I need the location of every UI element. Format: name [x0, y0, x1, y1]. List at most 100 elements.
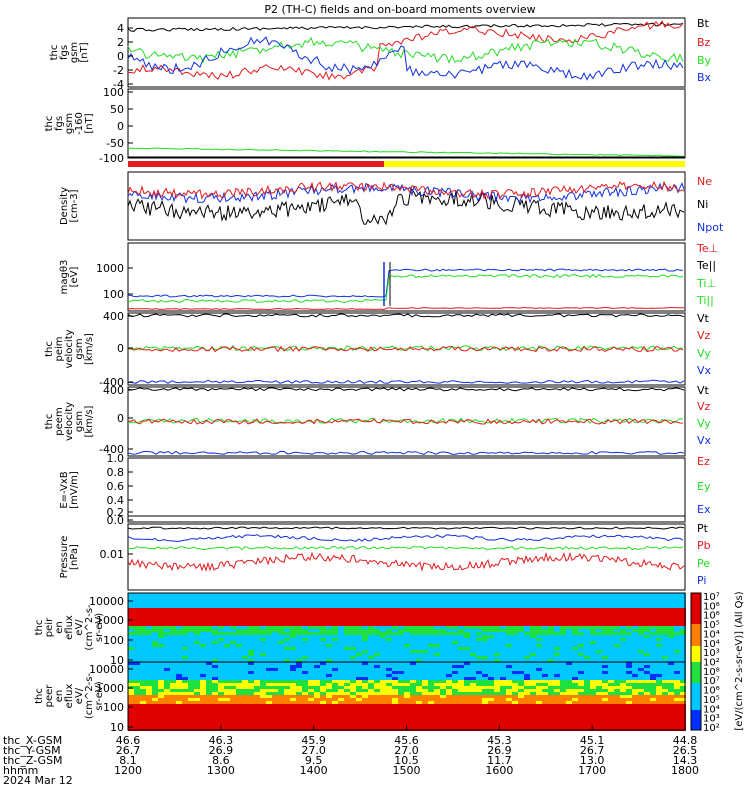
y-tick-label: 10: [110, 721, 124, 734]
colorbar-tick: 10⁷: [703, 676, 720, 687]
y-axis-label: sr-eV): [94, 613, 105, 642]
vz-line-0: [127, 345, 684, 353]
panel-frame-4: [127, 242, 686, 312]
x-row-label: thc_Y-GSM: [3, 744, 61, 757]
time-label: 1500: [393, 764, 421, 777]
y-axis-label: sr-eV): [94, 681, 105, 710]
series-label: By: [697, 54, 712, 67]
bt-line: [127, 22, 684, 32]
y-axis-label: -160: [74, 112, 85, 135]
y-axis-label: velocity: [64, 329, 75, 368]
y-axis-label: eflux: [64, 615, 75, 640]
y-tick-label: 1.0: [107, 452, 125, 465]
te-perp-line: [127, 268, 684, 298]
z-gsm-label: 9.5: [305, 754, 323, 767]
y-tick-label: 0.01: [100, 548, 125, 561]
time-label: 1200: [114, 764, 142, 777]
colorbar-tick: 10⁸: [703, 667, 720, 678]
series-label: Vy: [697, 417, 711, 430]
y-gsm-label: 26.5: [673, 744, 698, 757]
series-label: Bx: [697, 71, 712, 84]
y-tick-label: 0.2: [107, 506, 125, 519]
y-axis-label: [nPa]: [69, 544, 80, 570]
y-tick-label: 0.0: [107, 514, 125, 527]
colorbar-tick: 10³: [703, 714, 720, 725]
y-tick-label: 0: [117, 120, 124, 133]
y-tick-label: 100: [103, 634, 124, 647]
y-axis-label: fgs: [54, 116, 65, 131]
time-label: 1300: [207, 764, 235, 777]
panels: [127, 17, 686, 731]
time-label: 1800: [671, 764, 699, 777]
series-label: Vy: [697, 347, 711, 360]
x-gsm-label: 45.9: [301, 734, 326, 747]
series-label: Ez: [697, 455, 710, 468]
series-label: Te||: [696, 259, 716, 272]
y-axis-label: peer: [44, 684, 55, 708]
z-gsm-label: 8.1: [119, 754, 137, 767]
y-axis-label: fgs: [59, 45, 70, 60]
time-label: 1600: [485, 764, 513, 777]
series-label: Ti||: [696, 294, 714, 307]
series-label: Npot: [697, 221, 724, 234]
panel-frame-7: [127, 457, 686, 523]
z-gsm-label: 13.0: [580, 754, 605, 767]
y-tick-label: 10: [110, 654, 124, 667]
time-label: 1700: [578, 764, 606, 777]
z-gsm-label: 8.6: [212, 754, 230, 767]
y-axis-label: Density: [59, 187, 70, 225]
y-axis-label: eV/: [74, 619, 85, 636]
z-gsm-label: 10.5: [394, 754, 419, 767]
vx-line-0: [127, 379, 685, 384]
series-label: Vx: [697, 364, 712, 377]
colorbar-tick: 10⁶: [703, 611, 720, 622]
y-tick-label: -4: [113, 78, 124, 91]
series-label: Ey: [697, 480, 711, 493]
ti-par-line: [127, 306, 685, 311]
x-row-label: thc_X-GSM: [3, 734, 62, 747]
series-label: Vz: [697, 329, 711, 342]
series-label: Pi: [697, 574, 706, 587]
series-label: Ne: [697, 175, 712, 188]
x-row-label: thc_Z-GSM: [3, 754, 63, 767]
colorbar-tick: 10²: [703, 723, 720, 734]
y-gsm-label: 26.7: [116, 744, 141, 757]
vt-line-1: [127, 387, 685, 392]
y-axis-label: [nT]: [79, 42, 90, 62]
y-axis-label: en: [54, 621, 65, 634]
npot-line: [127, 181, 685, 204]
panel-frame-8: [127, 523, 686, 591]
y-tick-label: 4: [117, 22, 124, 35]
colorbar-tick: 10⁶: [703, 686, 720, 697]
y-ticks: 420-2-4100500-50-10010001004000-4004000-…: [89, 22, 133, 734]
y-tick-label: 10000: [89, 595, 124, 608]
y-axis-label: (cm^2-s-: [84, 672, 95, 719]
series-label: Ex: [697, 503, 711, 516]
colorbar-tick: 10⁷: [703, 592, 720, 603]
y-axis-label: [nT]: [84, 113, 95, 133]
panel-frame-3: [127, 171, 686, 241]
y-axis-label: gsm: [69, 42, 80, 63]
x-row-label: 2024 Mar 12: [3, 774, 73, 787]
x-gsm-label: 46.6: [116, 734, 141, 747]
y-gsm-label: 26.7: [580, 744, 605, 757]
y-axis-label: eV/: [74, 687, 85, 704]
series-label: Vz: [697, 400, 711, 413]
colorbar: 10⁷10⁶10⁶10⁵10⁴10⁴10³10²10⁸10⁷10⁶10⁵10⁴1…: [690, 591, 745, 734]
y-tick-label: 1000: [96, 614, 124, 627]
y-tick-label: -400: [99, 376, 124, 389]
series-label: Vt: [697, 312, 710, 325]
y-axis-label: en: [54, 690, 65, 703]
series-labels: Bt Bz By Bx Ne Ni Npot Te⊥ Te|| Ti⊥ Ti|| Vt Vz Vy Vx Vt…: [696, 17, 724, 587]
y-tick-label: 1000: [96, 262, 124, 275]
by-line: [127, 36, 684, 64]
y-tick-label: -400: [99, 443, 124, 456]
series-label: Ni: [697, 198, 708, 211]
y-tick-label: 0.6: [107, 480, 125, 493]
y-axis-label: thc: [49, 45, 60, 61]
y-axis-label: thc: [44, 116, 55, 132]
ti-perp-line: [127, 273, 684, 304]
series-label: Pt: [697, 522, 709, 535]
pi-line: [127, 534, 684, 542]
